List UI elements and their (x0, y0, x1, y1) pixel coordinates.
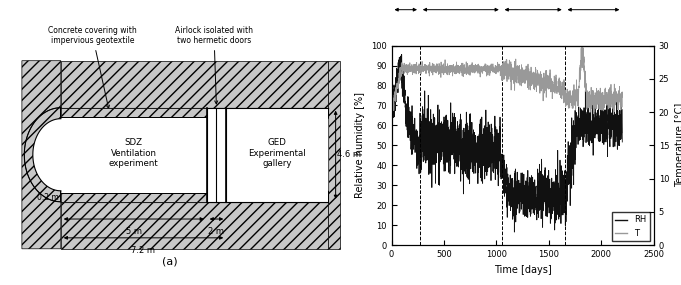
Text: (a): (a) (163, 256, 178, 266)
Text: 2 m: 2 m (208, 227, 225, 236)
Polygon shape (22, 61, 61, 249)
Bar (207, 108, 226, 202)
Text: Concrete covering with
impervious geotextile: Concrete covering with impervious geotex… (48, 26, 137, 108)
Legend: RH, T: RH, T (612, 212, 650, 241)
Text: 7.2 m: 7.2 m (131, 246, 155, 255)
Text: GED
Experimental
gallery: GED Experimental gallery (249, 138, 306, 168)
Text: 4.6 m: 4.6 m (337, 150, 361, 159)
Bar (61, 61, 328, 108)
Bar (226, 108, 328, 202)
Bar (61, 202, 328, 249)
Text: 5 m: 5 m (126, 227, 142, 236)
Bar (61, 193, 207, 202)
Bar (328, 61, 340, 249)
Text: 0.2 m: 0.2 m (37, 193, 59, 202)
Text: Airlock isolated with
two hermetic doors: Airlock isolated with two hermetic doors (175, 26, 253, 104)
Text: SDZ
Ventilation
experiment: SDZ Ventilation experiment (109, 138, 159, 168)
X-axis label: Time [days]: Time [days] (494, 264, 552, 274)
Y-axis label: Relative humidity [%]: Relative humidity [%] (355, 92, 366, 198)
Y-axis label: Temperature [°C]: Temperature [°C] (675, 103, 681, 188)
Bar (61, 108, 207, 117)
Polygon shape (33, 119, 328, 191)
